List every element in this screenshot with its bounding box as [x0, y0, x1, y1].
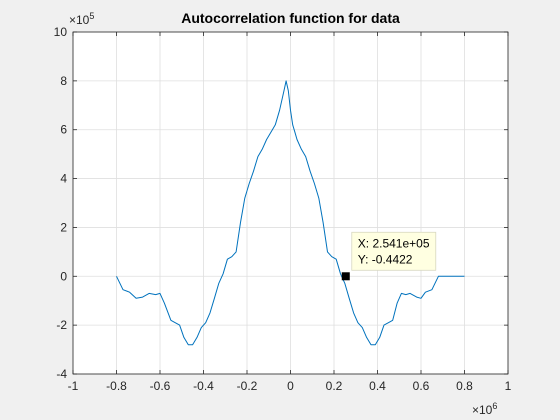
datatip-marker[interactable]: [341, 272, 350, 281]
series-group: [116, 80, 465, 346]
x-tick-label-10: 1: [505, 379, 512, 393]
datatip-y-label: Y: -0.4422: [358, 252, 413, 266]
y-axis-exponent: ×105: [69, 11, 94, 27]
y-tick-label-0: -4: [56, 367, 67, 381]
x-tick-label-5: 0: [287, 379, 294, 393]
y-tick-label-5: 6: [60, 123, 67, 137]
x-tick-label-4: -0.2: [237, 379, 258, 393]
x-axis-exponent-power: 6: [492, 401, 497, 411]
y-tick-label-6: 8: [60, 74, 67, 88]
series-line-0[interactable]: [116, 80, 465, 346]
x-axis-exponent-base: ×10: [472, 403, 493, 417]
x-tick-label-6: 0.2: [326, 379, 343, 393]
x-tick-label-2: -0.6: [150, 379, 171, 393]
y-axis-exponent-power: 5: [89, 11, 94, 21]
x-tick-label-3: -0.4: [193, 379, 214, 393]
y-tick-label-7: 10: [54, 25, 68, 39]
y-tick-label-3: 2: [60, 220, 67, 234]
y-tick-label-2: 0: [60, 269, 67, 283]
datatip-box[interactable]: [351, 231, 437, 271]
chart-title: Autocorrelation function for data: [181, 10, 400, 26]
x-tick-label-9: 0.8: [456, 379, 473, 393]
x-tick-label-0: -1: [68, 379, 79, 393]
x-tick-label-1: -0.8: [106, 379, 127, 393]
x-tick-label-7: 0.4: [369, 379, 386, 393]
x-tick-label-8: 0.6: [413, 379, 430, 393]
y-axis-ticks: -4 -2 0 2 4 6 8 10: [54, 25, 508, 381]
y-tick-label-4: 4: [60, 172, 67, 186]
x-axis-ticks: -1 -0.8 -0.6 -0.4 -0.2 0 0.2 0.4 0.6 0.8 1: [68, 32, 512, 393]
y-axis-exponent-base: ×10: [69, 13, 90, 27]
x-axis-exponent: ×106: [472, 401, 497, 417]
datatip-x-label: X: 2.541e+05: [358, 236, 430, 250]
y-tick-label-1: -2: [56, 318, 67, 332]
datatip[interactable]: X: 2.541e+05 Y: -0.4422: [341, 231, 437, 281]
